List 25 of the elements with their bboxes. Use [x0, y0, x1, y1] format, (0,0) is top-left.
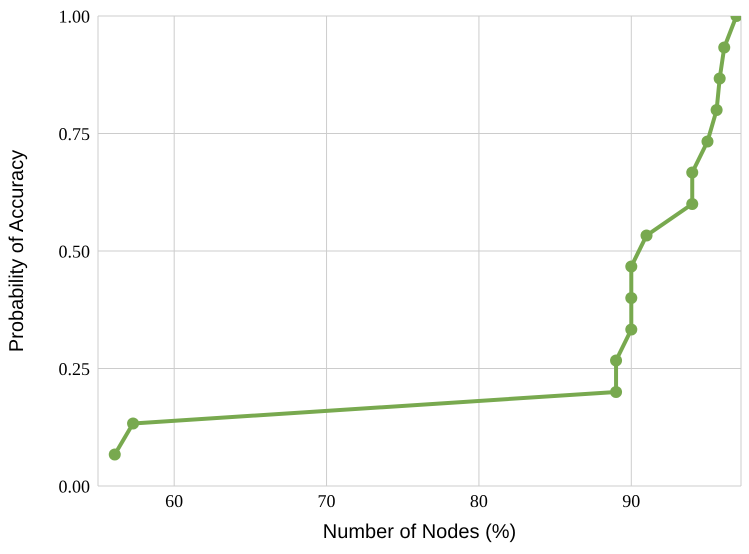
y-tick-label: 0.50 [58, 241, 90, 262]
x-tick-label: 80 [470, 490, 488, 511]
point [108, 448, 121, 461]
y-tick-label: 1.00 [58, 6, 90, 26]
x-tick-label: 90 [622, 490, 640, 511]
point [710, 104, 723, 116]
point [714, 72, 726, 85]
x-axis-title: Number of Nodes (%) [322, 521, 516, 543]
point [610, 354, 622, 367]
y-tick-label: 0.75 [58, 124, 90, 144]
point [686, 166, 698, 179]
y-axis-title: Probability of Accuracy [6, 150, 28, 352]
point [686, 198, 698, 210]
point [625, 260, 638, 273]
y-tick-label: 0.25 [58, 358, 90, 379]
point [718, 41, 730, 54]
point [625, 292, 638, 304]
point [701, 135, 714, 148]
x-tick-label: 70 [318, 490, 336, 511]
point [640, 229, 653, 242]
point [610, 386, 622, 398]
x-tick-label: 60 [165, 490, 184, 511]
point [625, 323, 638, 336]
point [127, 417, 140, 430]
y-tick-label: 0.00 [58, 476, 90, 496]
